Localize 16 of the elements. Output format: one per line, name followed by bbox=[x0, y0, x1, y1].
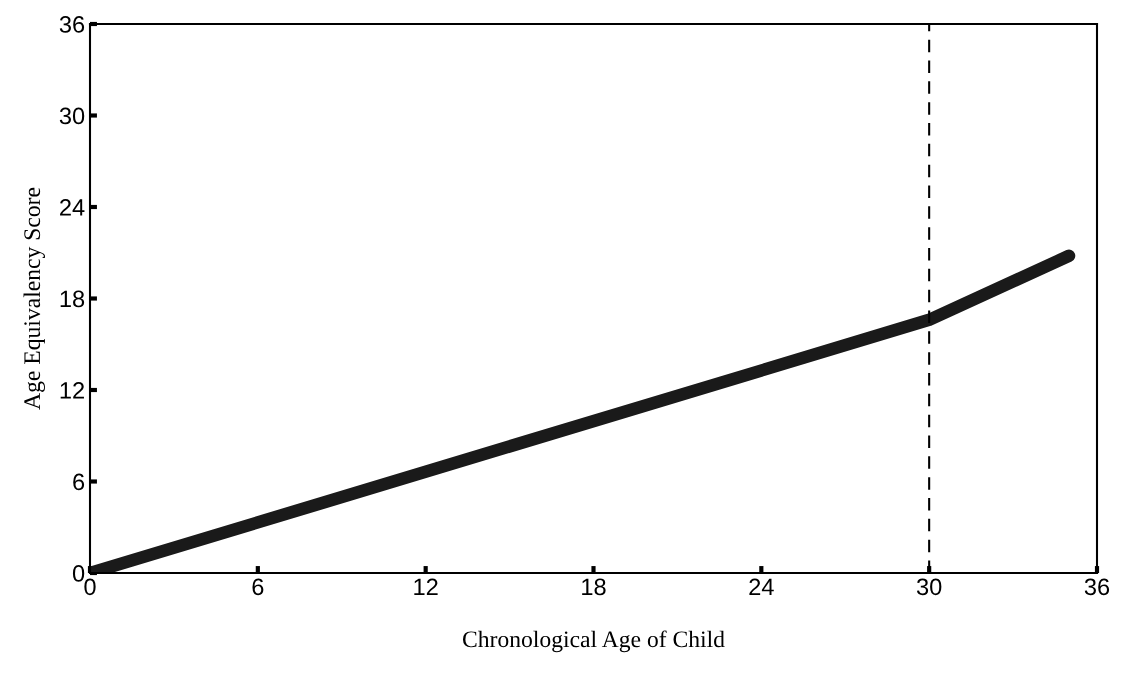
x-tick-label: 30 bbox=[916, 578, 942, 596]
y-tick-label: 12 bbox=[60, 382, 84, 399]
y-tick-label: 6 bbox=[73, 473, 85, 491]
x-tick-label: 6 bbox=[252, 578, 264, 596]
x-axis-title: Chronological Age of Child bbox=[462, 630, 725, 653]
y-tick-label: 24 bbox=[60, 199, 85, 216]
x-tick-label: 12 bbox=[414, 578, 438, 595]
x-tick-label: 18 bbox=[582, 578, 606, 596]
y-tick-label: 18 bbox=[60, 290, 85, 308]
y-tick-label: 36 bbox=[59, 16, 85, 33]
x-tick-label: 36 bbox=[1084, 578, 1110, 596]
x-tick-label: 24 bbox=[749, 578, 774, 595]
y-axis-title: Age Equivalency Score bbox=[23, 187, 45, 410]
y-tick-label: 30 bbox=[59, 107, 85, 125]
x-tick-label: 0 bbox=[84, 578, 96, 596]
y-tick-label: 0 bbox=[72, 565, 85, 582]
